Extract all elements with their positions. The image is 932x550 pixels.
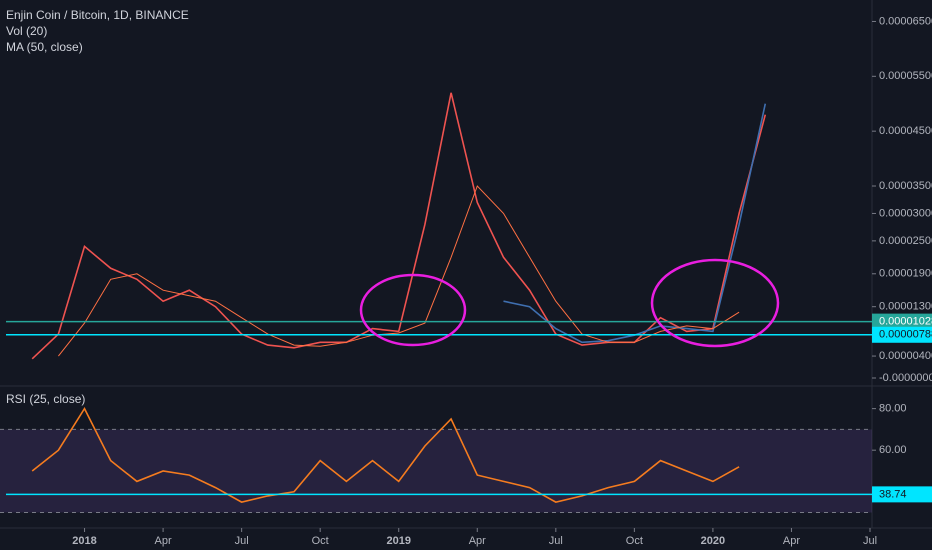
- x-tick-label: 2020: [701, 535, 725, 547]
- x-tick-label: Oct: [626, 535, 643, 547]
- y-tick-label: 0.00001900: [879, 268, 932, 280]
- rsi-band: [0, 429, 872, 513]
- marks: [0, 92, 872, 514]
- level-label: 0.00001028: [879, 316, 932, 328]
- x-tick-label: 2019: [386, 535, 410, 547]
- y-tick-label: 0.00000400: [879, 350, 932, 362]
- level-label: 38.74: [879, 488, 907, 500]
- ma-legend: MA (50, close): [6, 40, 83, 54]
- level-box: [872, 326, 932, 343]
- series-line: [58, 185, 740, 357]
- y-tick-label: 0.00002500: [879, 235, 932, 247]
- x-tick-label: Apr: [469, 535, 486, 547]
- y-tick-label: 0.00005500: [879, 70, 932, 82]
- y-tick-label: 0.00003500: [879, 180, 932, 192]
- x-tick-label: Jul: [549, 535, 563, 547]
- rsi-title: RSI (25, close): [6, 392, 85, 406]
- y-tick-label: 0.00004500: [879, 125, 932, 137]
- chart-title: Enjin Coin / Bitcoin, 1D, BINANCE: [6, 8, 189, 22]
- x-tick-label: Apr: [155, 535, 172, 547]
- y-tick-label: 60.00: [879, 444, 907, 456]
- x-tick-label: Jul: [235, 535, 249, 547]
- volume-legend: Vol (20): [6, 24, 47, 38]
- level-box: [872, 313, 932, 330]
- x-tick-label: Oct: [312, 535, 329, 547]
- y-tick-label: 80.00: [879, 403, 907, 415]
- level-box: [872, 486, 932, 503]
- x-tick-label: Jul: [863, 535, 877, 547]
- series-line: [31, 406, 740, 503]
- y-tick-label: 0.00003000: [879, 207, 932, 219]
- level-label: 0.00000788: [879, 329, 932, 341]
- annotation-circle: [359, 273, 467, 347]
- y-tick-label: 0.00001300: [879, 301, 932, 313]
- x-tick-label: Apr: [783, 535, 800, 547]
- x-tick-label: 2018: [72, 535, 96, 547]
- y-tick-label: 0.00006500: [879, 15, 932, 27]
- annotation-circle: [650, 258, 780, 348]
